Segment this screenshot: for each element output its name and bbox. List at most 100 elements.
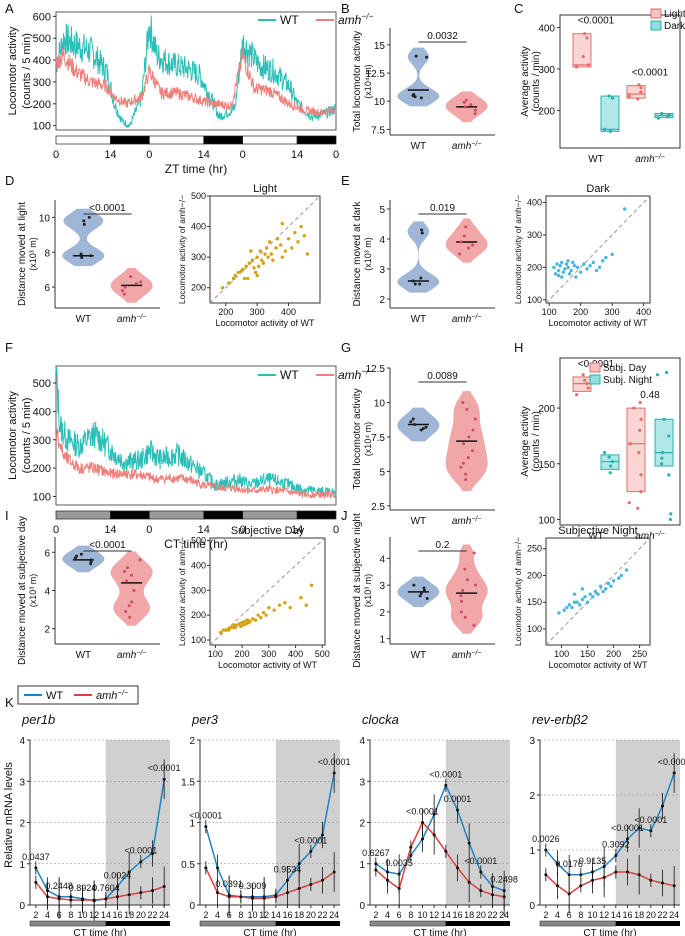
y-tick-label: 0 <box>19 901 25 912</box>
y-tick-label: 2 <box>19 819 25 830</box>
x-tick-label: 22 <box>487 910 497 920</box>
p-value: 0.2 <box>436 540 450 551</box>
scatter-point <box>563 267 567 271</box>
scatter-title: Subjective Day <box>231 525 305 537</box>
scatter-point <box>240 620 244 625</box>
scatter-point <box>561 270 566 274</box>
data-point <box>125 579 129 583</box>
x-tick-label: 16 <box>282 910 292 920</box>
x-tick-label: 18 <box>294 910 304 920</box>
x-tick-label: 12 <box>599 910 609 920</box>
gene-title: rev-erbβ2 <box>532 712 589 727</box>
scatter-point <box>258 249 262 253</box>
x-axis-title: ZT time (hr) <box>165 162 227 176</box>
data-point <box>586 386 590 390</box>
bar-tick-label: 0 <box>240 149 246 161</box>
scatter-point <box>248 619 252 624</box>
data-point <box>665 370 669 375</box>
y-tick-label: 4 <box>379 554 385 565</box>
legend-wt-label: WT <box>280 368 299 382</box>
superscript: −/− <box>361 366 373 376</box>
y-tick-label: 200 <box>527 570 542 580</box>
scatter-point <box>233 273 237 278</box>
y-tick-label: 10 <box>374 398 386 409</box>
data-point <box>628 442 632 446</box>
group-label-wt: WT <box>588 154 604 165</box>
expression-line-wt <box>205 772 335 898</box>
y-tick-label: 400 <box>538 23 555 34</box>
x-axis-title: Locomotor activity of WT <box>215 318 315 328</box>
y-tick-label: 5 <box>379 205 385 216</box>
x-tick-label: 24 <box>329 910 339 920</box>
plot-frame <box>209 195 321 304</box>
p-value: 0.3092 <box>602 840 630 850</box>
p-value: <0.0001 <box>611 823 644 833</box>
scatter-point <box>277 603 282 607</box>
data-point <box>412 583 416 587</box>
panel-letter-H: H <box>514 340 523 355</box>
data-point <box>637 451 641 455</box>
y-tick-label: 500 <box>191 191 206 201</box>
mean-point <box>614 870 618 874</box>
y-tick-label: 200 <box>191 610 206 620</box>
data-point <box>463 105 467 109</box>
scatter-point <box>288 605 292 610</box>
light-dark-bar <box>242 135 298 145</box>
data-point <box>412 92 416 96</box>
scatter-point <box>266 255 270 259</box>
scatter-point <box>606 581 611 586</box>
light-dark-bar <box>203 135 244 145</box>
p-value: 0.9135 <box>579 856 607 866</box>
mean-point <box>69 898 73 902</box>
mean-point <box>397 887 401 890</box>
mean-point <box>467 880 471 884</box>
scatter-point <box>221 628 226 632</box>
superscript: −/− <box>136 314 146 321</box>
series-line-wt <box>55 367 337 499</box>
mean-point <box>672 884 676 888</box>
x-tick-label: 8 <box>578 910 583 920</box>
x-tick-label: 100 <box>208 649 223 659</box>
y-tick-label: 100 <box>538 515 555 526</box>
y-tick-label: 1 <box>19 860 25 871</box>
data-point <box>585 36 589 40</box>
scatter-point <box>565 605 569 610</box>
scatter-point <box>232 625 236 630</box>
p-value: 0.2448 <box>45 881 73 891</box>
scatter-point <box>249 249 253 253</box>
data-point <box>608 471 612 475</box>
bar-tick-label: 0 <box>53 149 59 161</box>
data-point <box>425 55 429 59</box>
y-tick-label: 150 <box>538 460 555 471</box>
data-point <box>424 425 428 429</box>
data-point <box>583 32 587 36</box>
mean-point <box>309 849 313 853</box>
mean-point <box>467 841 471 845</box>
scatter-point <box>609 584 613 588</box>
mean-point <box>297 862 301 866</box>
light-dark-bar <box>55 510 111 520</box>
data-point <box>471 243 475 247</box>
data-point <box>638 400 642 405</box>
mean-point <box>34 880 38 884</box>
y-axis-unit: (x10³ m) <box>28 574 38 608</box>
data-point <box>469 103 473 107</box>
panel-letter-A: A <box>5 1 14 16</box>
time-bar-night <box>275 921 340 926</box>
scatter-point <box>269 252 273 256</box>
data-point <box>464 472 468 476</box>
scatter-point <box>283 600 287 605</box>
mean-point <box>579 884 583 888</box>
y-tick-label: 100 <box>527 624 542 634</box>
mean-point <box>556 884 559 888</box>
expression-line-wt <box>375 783 505 892</box>
mean-point <box>421 837 424 841</box>
scatter-point <box>267 605 271 610</box>
scatter-point <box>268 240 272 244</box>
mean-point <box>139 860 143 864</box>
data-point <box>473 417 477 421</box>
x-tick-label: 8 <box>408 910 413 920</box>
scatter-point <box>227 281 231 285</box>
y-tick-label: 500 <box>33 378 51 390</box>
data-point <box>130 600 134 604</box>
